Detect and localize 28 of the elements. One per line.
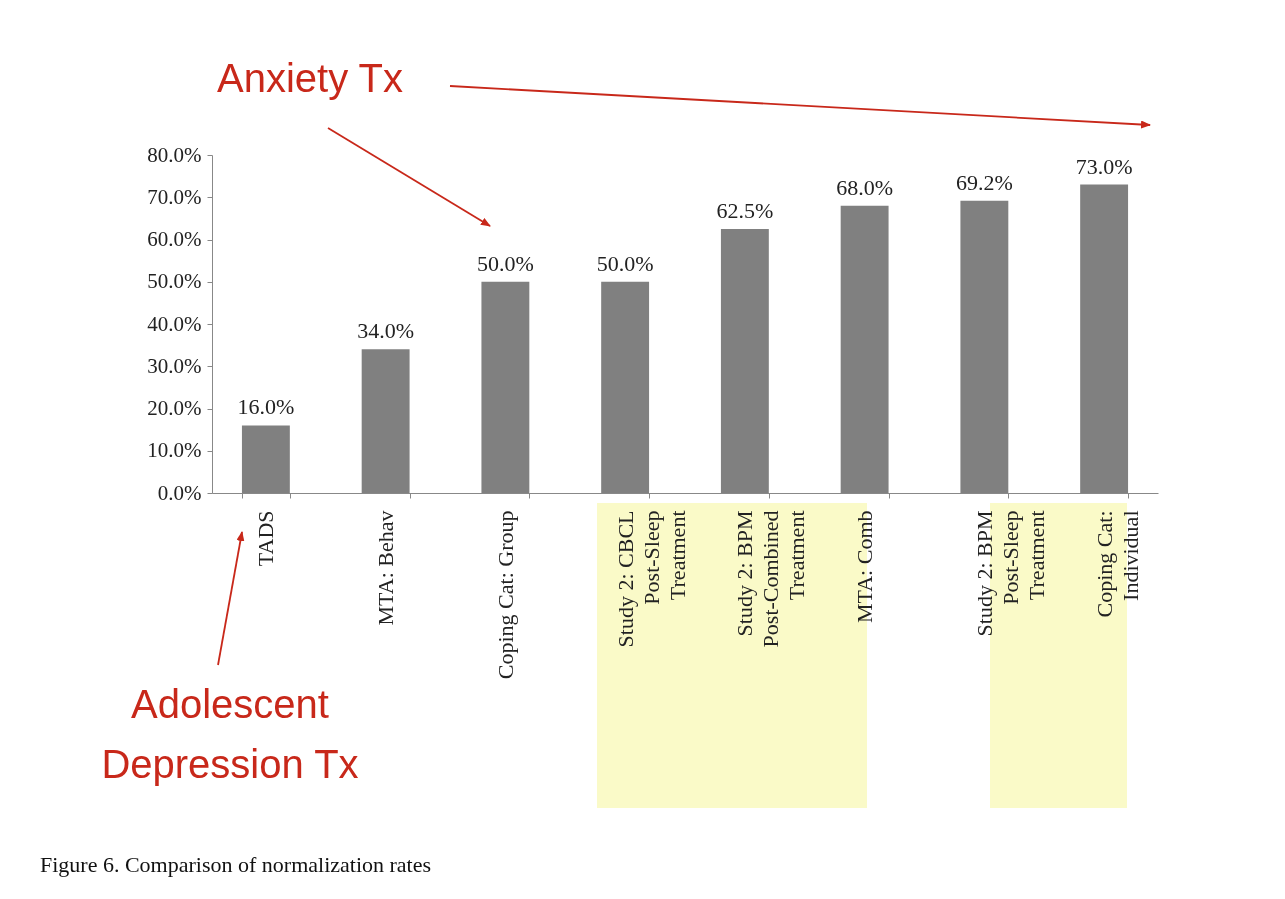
- caption: Figure 6. Comparison of normalization rates: [40, 852, 432, 877]
- x-tick-label: Study 2: BPM Post-Combined Treatment: [732, 510, 810, 648]
- y-tick-label: 60.0%: [147, 227, 202, 251]
- y-tick-label: 10.0%: [147, 438, 202, 463]
- y-tick-label: 0.0%: [157, 480, 202, 505]
- data-label: 68.0%: [836, 174, 894, 200]
- data-label: 73.0%: [1075, 153, 1133, 179]
- x-tick-label: MTA: Behav: [373, 510, 399, 626]
- y-tick-label: 70.0%: [147, 184, 202, 209]
- y-tick-label: 80.0%: [147, 142, 202, 167]
- x-tick-label: Coping Cat: Group: [492, 510, 518, 680]
- x-tick-label: Coping Cat: Individual: [1091, 510, 1143, 618]
- y-tick-label: 50.0%: [147, 269, 202, 294]
- text: Anxiety Tx: [217, 56, 403, 100]
- data-label: 16.0%: [237, 394, 295, 420]
- y-tick-label: 20.0%: [147, 396, 202, 420]
- data-label: 34.0%: [357, 318, 415, 344]
- x-tick-label: Study 2: CBCL Post-Sleep Treatment: [612, 510, 690, 648]
- data-label: 69.2%: [955, 169, 1013, 195]
- y-tick-label: 30.0%: [147, 353, 202, 378]
- data-label: 62.5%: [716, 197, 774, 223]
- y-tick-label: 40.0%: [147, 311, 202, 336]
- x-tick-label: MTA: Comb: [852, 510, 878, 624]
- x-tick-label: Study 2: BPM Post-Sleep Treatment: [971, 510, 1049, 637]
- text: Adolescent Depression Tx: [101, 682, 359, 786]
- data-label: 50.0%: [596, 250, 654, 276]
- x-tick-label: TADS: [253, 510, 279, 567]
- data-label: 50.0%: [476, 250, 534, 276]
